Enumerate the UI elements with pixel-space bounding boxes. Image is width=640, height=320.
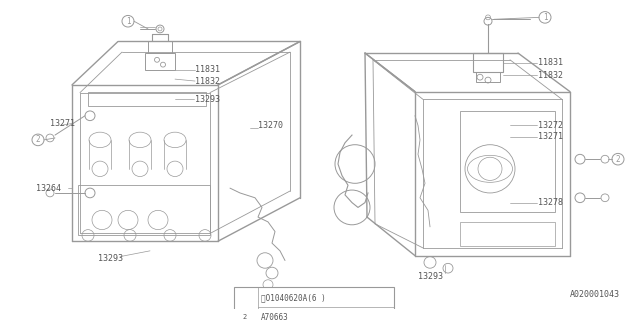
Bar	[148, 42, 172, 53]
Text: 13264: 13264	[36, 184, 61, 193]
Text: 13278: 13278	[538, 198, 563, 207]
Text: 11832: 11832	[538, 71, 563, 80]
Text: 13293: 13293	[98, 254, 123, 263]
Text: 1: 1	[125, 17, 131, 26]
Text: 1: 1	[243, 295, 247, 301]
Bar	[476, 72, 500, 82]
Text: 13271: 13271	[50, 119, 75, 128]
Bar	[234, 287, 394, 320]
Text: 2: 2	[616, 155, 620, 164]
Bar	[145, 53, 175, 70]
Text: ⒷO1040620A(6 ): ⒷO1040620A(6 )	[261, 293, 326, 302]
Text: 2: 2	[243, 314, 247, 320]
Bar	[460, 111, 555, 212]
Text: 13272: 13272	[538, 121, 563, 130]
Text: 11831: 11831	[538, 58, 563, 67]
Text: 11832: 11832	[195, 76, 220, 85]
Text: 13293: 13293	[418, 272, 443, 281]
Text: 13270: 13270	[258, 121, 283, 130]
Bar	[473, 53, 503, 72]
Text: 2: 2	[36, 135, 40, 144]
Text: A70663: A70663	[261, 313, 289, 320]
Text: 11831: 11831	[195, 65, 220, 74]
Text: 1: 1	[543, 13, 547, 22]
Bar	[88, 92, 206, 106]
Bar	[460, 222, 555, 246]
Text: 13293: 13293	[195, 95, 220, 104]
Bar	[78, 185, 210, 236]
Text: 13271: 13271	[538, 132, 563, 141]
Text: A020001043: A020001043	[570, 290, 620, 299]
